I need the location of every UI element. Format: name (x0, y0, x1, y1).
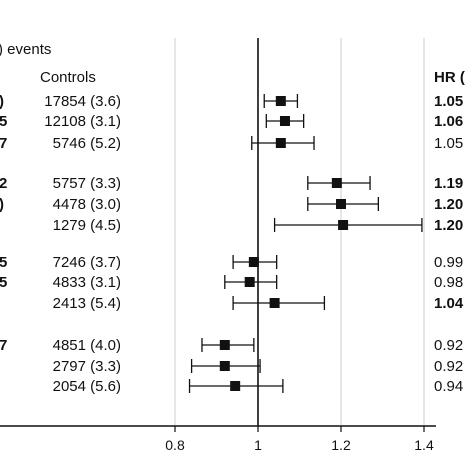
row-controls: 4833 (3.1) (53, 274, 121, 291)
row-left-mark: 5 (0, 274, 7, 291)
row-hr-label: 0.94 (434, 378, 463, 395)
hr-point (331, 178, 342, 188)
row-controls: 4851 (4.0) (53, 337, 121, 354)
hr-point (219, 340, 230, 350)
header-events: ) events (0, 41, 51, 58)
row-controls: 5757 (3.3) (53, 175, 121, 192)
hr-point (338, 220, 349, 230)
row-left-mark: 2 (0, 175, 7, 192)
header-hr: HR ( (434, 69, 465, 86)
row-controls: 2054 (5.6) (53, 378, 121, 395)
header-controls: Controls (40, 69, 96, 86)
row-hr-label: 1.20 (434, 196, 463, 213)
row-hr-label: 0.99 (434, 254, 463, 271)
row-hr-label: 1.19 (434, 175, 463, 192)
row-left-mark: 5 (0, 254, 7, 271)
row-controls: 12108 (3.1) (44, 113, 121, 130)
row-left-mark: 5 (0, 113, 7, 130)
row-hr-label: 0.92 (434, 337, 463, 354)
row-controls: 7246 (3.7) (53, 254, 121, 271)
hr-point (219, 361, 230, 371)
row-left-mark: 7 (0, 135, 7, 152)
row-hr-label: 1.06 (434, 113, 463, 130)
gridlines (174, 38, 425, 426)
row-controls: 2797 (3.3) (53, 358, 121, 375)
x-tick-label: 0.8 (165, 437, 185, 453)
x-tick-label: 1.4 (414, 437, 434, 453)
hr-point (275, 138, 286, 148)
row-left-mark: ) (0, 196, 4, 213)
hr-point (269, 298, 280, 308)
row-left-mark: ) (0, 93, 4, 110)
row-controls: 1279 (4.5) (53, 217, 121, 234)
hr-point (336, 199, 346, 209)
row-hr-label: 0.98 (434, 274, 463, 291)
row-controls: 5746 (5.2) (53, 135, 121, 152)
hr-point (275, 96, 286, 106)
row-labels: ) 17854 (3.6) 1.05 5 12108 (3.1) 1.06 7 5746 (5… (0, 93, 464, 395)
row-controls: 17854 (3.6) (44, 93, 121, 110)
row-controls: 2413 (5.4) (53, 295, 121, 312)
x-axis: 0.8 1 1.2 1.4 (0, 425, 436, 453)
row-hr-label: 1.05 (434, 135, 463, 152)
row-hr-label: 1.05 (434, 93, 463, 110)
chart-marks (188, 94, 423, 393)
row-left-mark: 7 (0, 337, 7, 354)
row-hr-label: 1.04 (434, 295, 464, 312)
hr-point (248, 257, 259, 267)
x-tick-label: 1.2 (331, 437, 351, 453)
hr-point (244, 277, 255, 287)
hr-point (279, 116, 290, 126)
x-tick-label: 1 (254, 437, 262, 453)
row-hr-label: 0.92 (434, 358, 463, 375)
hr-point (230, 381, 241, 391)
row-controls: 4478 (3.0) (53, 196, 121, 213)
row-hr-label: 1.20 (434, 217, 463, 234)
